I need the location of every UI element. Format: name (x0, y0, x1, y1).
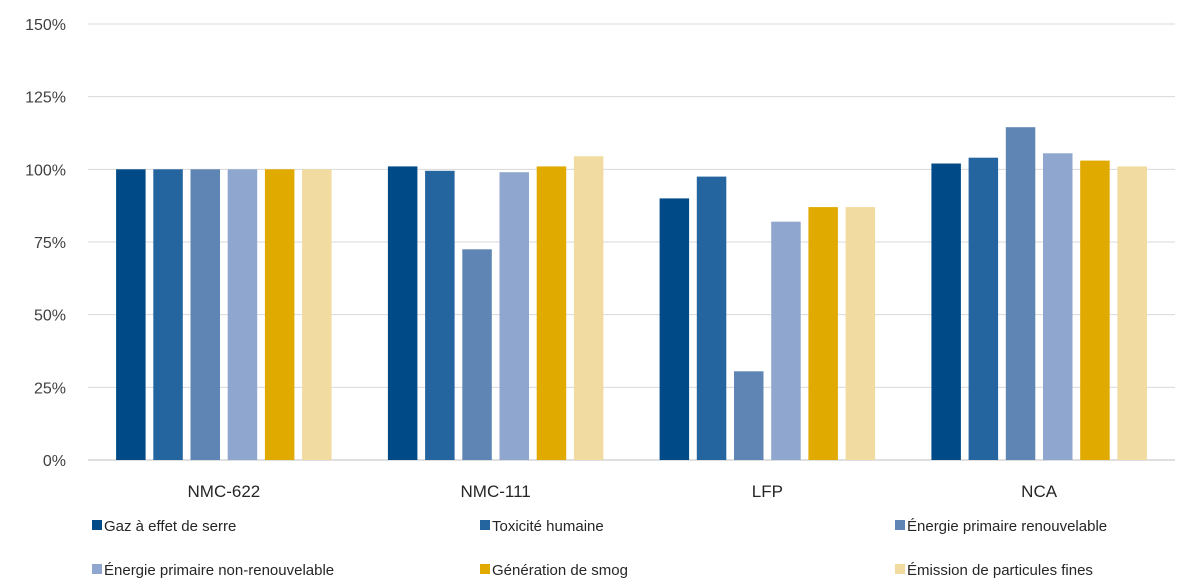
bar (771, 221, 801, 460)
legend-swatch (895, 520, 905, 530)
bar (968, 157, 999, 460)
bar (1005, 127, 1036, 460)
y-tick-label: 50% (34, 308, 66, 325)
y-axis-tick-labels: 0% 25% 50% 75% 100% 125% 150% (25, 17, 66, 470)
bar (931, 163, 961, 460)
legend-label: Génération de smog (492, 562, 628, 579)
legend-label: Énergie primaire non-renouvelable (104, 562, 334, 579)
x-category-label: LFP (752, 482, 783, 501)
bar (227, 169, 258, 461)
bar (659, 198, 690, 460)
bar (696, 176, 727, 460)
x-category-label: NCA (1021, 482, 1058, 501)
y-tick-label: 0% (43, 453, 66, 470)
bar (1080, 160, 1110, 460)
x-category-label: NMC-622 (188, 482, 261, 501)
y-tick-label: 150% (25, 17, 66, 34)
legend-swatch (895, 564, 905, 574)
bar (1117, 166, 1147, 460)
legend-swatch (480, 564, 490, 574)
legend-label: Émission de particules fines (907, 562, 1093, 579)
legend-swatch (92, 564, 102, 574)
bar (264, 169, 295, 461)
bar (153, 169, 183, 461)
y-tick-label: 75% (34, 235, 66, 252)
legend-label: Gaz à effet de serre (104, 518, 236, 535)
bar (734, 371, 764, 460)
x-category-label: NMC-111 (461, 482, 531, 501)
bar (573, 156, 604, 461)
x-axis-category-labels: NMC-622 NMC-111 LFP NCA (188, 482, 1058, 501)
legend-swatch (92, 520, 102, 530)
bar (190, 169, 220, 461)
bar (536, 166, 567, 460)
legend: Gaz à effet de serre Toxicité humaine Éner… (92, 518, 1107, 579)
bar (302, 169, 332, 461)
y-tick-label: 100% (25, 162, 66, 179)
bar (1043, 153, 1073, 461)
bar (116, 169, 146, 461)
bar (808, 207, 838, 460)
y-tick-label: 25% (34, 380, 66, 397)
bar (462, 249, 492, 460)
legend-label: Énergie primaire renouvelable (907, 518, 1107, 535)
bar (845, 207, 876, 460)
bar (425, 170, 455, 461)
bars (116, 127, 1147, 461)
bar (387, 166, 418, 460)
y-tick-label: 125% (25, 90, 66, 107)
bar (499, 172, 529, 460)
legend-label: Toxicité humaine (492, 518, 604, 535)
legend-swatch (480, 520, 490, 530)
